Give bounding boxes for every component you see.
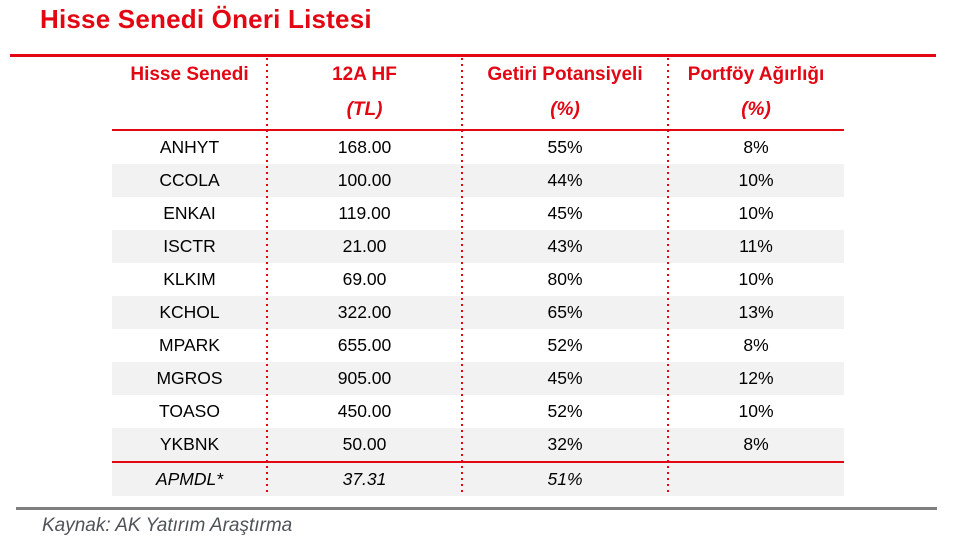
cell-return_potential: 52% (547, 401, 583, 421)
cell-return_potential: 65% (547, 302, 583, 322)
cell-weight: 11% (739, 236, 773, 256)
top-rule (10, 54, 936, 57)
cell-weight: 8% (743, 335, 769, 355)
cell-return_potential: 52% (547, 335, 583, 355)
column-header-label: Hisse Senedi (130, 64, 249, 85)
cell-target_price: 119.00 (338, 203, 391, 223)
cell-ticker: ENKAI (163, 203, 216, 223)
table-row: MGROS 905.00 45% 12% (112, 362, 844, 395)
cell-ticker: CCOLA (159, 170, 220, 190)
cell-weight: 8% (743, 137, 769, 157)
column-header-target_price: 12A HF (TL) (267, 57, 462, 129)
column-header-unit (112, 99, 267, 121)
cell-return_potential: 45% (547, 203, 583, 223)
cell-return_potential: 44% (547, 170, 583, 190)
cell-weight: 12% (738, 368, 774, 388)
table-row: YKBNK 50.00 32% 8% (112, 428, 844, 461)
summary-divider-rule (112, 461, 844, 463)
cell-return_potential: 55% (547, 137, 583, 157)
column-separator-2 (461, 58, 463, 496)
table-row: ANHYT 168.00 55% 8% (112, 131, 844, 164)
table-row: KLKIM 69.00 80% 10% (112, 263, 844, 296)
recommendation-table: Hisse Senedi 12A HF (TL) Getiri Potansiyeli… (112, 57, 844, 496)
column-separator-1 (266, 58, 268, 496)
cell-ticker: MGROS (156, 368, 223, 388)
cell-target_price: 50.00 (342, 434, 387, 454)
table-row: TOASO 450.00 52% 10% (112, 395, 844, 428)
column-header-return_potential: Getiri Potansiyeli (%) (462, 57, 668, 129)
table-header-row: Hisse Senedi 12A HF (TL) Getiri Potansiyeli… (112, 57, 844, 129)
cell-ticker: ISCTR (163, 236, 216, 256)
header-underline (112, 129, 844, 131)
cell-target_price: 322.00 (337, 302, 392, 322)
column-header-ticker: Hisse Senedi (112, 57, 267, 129)
table-row: MPARK 655.00 52% 8% (112, 329, 844, 362)
cell-target_price: 37.31 (342, 469, 387, 489)
cell-weight: 10% (738, 170, 774, 190)
footer-rule (16, 507, 937, 510)
cell-ticker: APMDL* (155, 469, 224, 489)
cell-weight: 10% (738, 269, 774, 289)
cell-weight: 10% (738, 203, 774, 223)
column-separator-3 (667, 58, 669, 496)
table-row: ENKAI 119.00 45% 10% (112, 197, 844, 230)
table-row: CCOLA 100.00 44% 10% (112, 164, 844, 197)
cell-target_price: 100.00 (337, 170, 392, 190)
cell-weight: 13% (738, 302, 774, 322)
cell-weight: 8% (743, 434, 769, 454)
table-row: ISCTR 21.00 43% 11% (112, 230, 844, 263)
column-header-label: 12A HF (332, 64, 397, 85)
cell-ticker: YKBNK (159, 434, 220, 454)
cell-target_price: 450.00 (337, 401, 392, 421)
source-note: Kaynak: AK Yatırım Araştırma (42, 515, 293, 536)
cell-target_price: 655.00 (337, 335, 392, 355)
table-body: ANHYT 168.00 55% 8% CCOLA 100.00 44% 10% ENKAI 11… (112, 131, 844, 461)
cell-weight: 10% (738, 401, 774, 421)
cell-target_price: 905.00 (337, 368, 392, 388)
cell-return_potential: 45% (547, 368, 583, 388)
column-header-unit: (%) (550, 99, 580, 120)
cell-target_price: 168.00 (337, 137, 392, 157)
cell-ticker: TOASO (159, 401, 220, 421)
cell-ticker: KLKIM (163, 269, 216, 289)
cell-target_price: 21.00 (342, 236, 387, 256)
column-header-weight: Portföy Ağırlığı (%) (668, 57, 844, 129)
cell-return_potential: 51% (547, 469, 583, 489)
cell-return_potential: 32% (547, 434, 583, 454)
cell-ticker: ANHYT (159, 137, 220, 157)
column-header-unit: (TL) (346, 99, 383, 120)
cell-target_price: 69.00 (342, 269, 387, 289)
table-row: KCHOL 322.00 65% 13% (112, 296, 844, 329)
cell-ticker: MPARK (159, 335, 220, 355)
cell-return_potential: 80% (547, 269, 583, 289)
column-header-label: Portföy Ağırlığı (687, 64, 825, 85)
column-header-unit: (%) (741, 99, 771, 120)
page-title: Hisse Senedi Öneri Listesi (40, 4, 372, 34)
cell-ticker: KCHOL (159, 302, 220, 322)
cell-return_potential: 43% (547, 236, 583, 256)
summary-row: APMDL* 37.31 51% (112, 463, 844, 496)
column-header-label: Getiri Potansiyeli (487, 64, 643, 85)
